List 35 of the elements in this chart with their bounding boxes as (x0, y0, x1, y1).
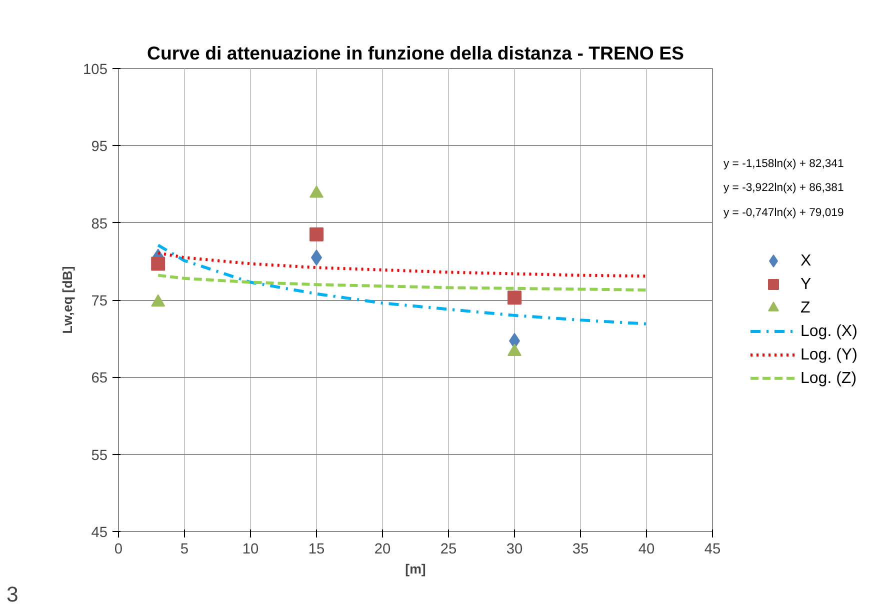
line-series (156, 244, 648, 326)
x-tick-label: 15 (308, 542, 325, 558)
legend-label: Z (800, 299, 810, 316)
y-axis-title: Lw,eq [dB] (60, 266, 76, 334)
x-axis-title: [m] (405, 562, 426, 576)
x-tick-label: 45 (704, 542, 721, 558)
text: 3 (6, 582, 18, 606)
text: y = -3,922ln(x) + 86,381 (724, 182, 844, 194)
text: y = -0,747ln(x) + 79,019 (724, 207, 844, 220)
x-tick-label: 25 (440, 542, 457, 558)
legend-label: X (800, 252, 812, 270)
y-tick-label: 55 (91, 448, 108, 464)
legend-label: Y (800, 276, 812, 293)
legend-label: Log. (Z) (800, 370, 857, 387)
x-tick-label: 10 (242, 542, 259, 558)
point (310, 227, 324, 242)
y-tick-label: 85 (91, 216, 108, 232)
x-tick-label: 20 (374, 542, 391, 558)
line-series (156, 274, 648, 292)
legend-label: Log. (X) (800, 322, 858, 340)
x-tick-label: 40 (638, 542, 655, 558)
x-tick-label: 30 (506, 542, 523, 558)
chart-title: Curve di attenuazione in funzione della distanza - TRENO ES (147, 42, 684, 64)
x-tick-label: 35 (572, 542, 589, 558)
x-tick-label: 5 (180, 542, 189, 558)
y-tick-label: 105 (83, 62, 108, 78)
text: y = -1,158ln(x) + 82,341 (724, 158, 844, 170)
y-tick-label: 95 (91, 139, 108, 156)
y-tick-label: 75 (91, 294, 108, 310)
point (151, 256, 166, 271)
x-tick-label: 0 (114, 542, 123, 558)
point (508, 290, 522, 305)
y-tick-label: 65 (91, 370, 108, 387)
legend-label: Log. (Y) (800, 346, 858, 364)
y-tick-label: 45 (91, 525, 108, 541)
